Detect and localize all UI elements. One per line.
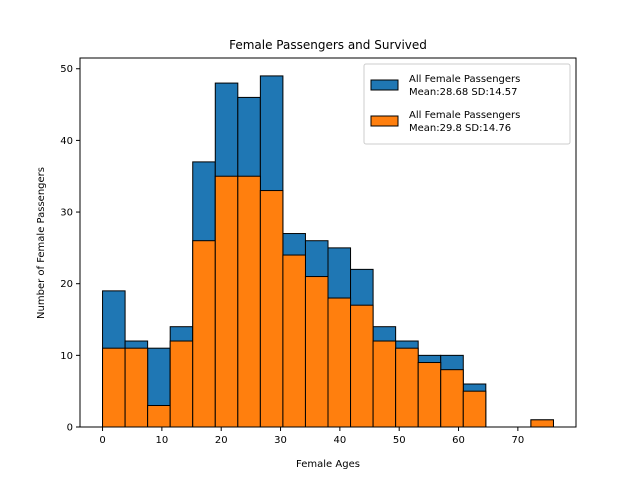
legend-swatch-2 — [370, 115, 399, 127]
plot-frame — [79, 57, 577, 428]
x-tick-label: 20 — [215, 435, 228, 446]
legend-entry-name-1: All Female Passengers — [409, 74, 520, 85]
bar-series2-bin6 — [214, 175, 239, 428]
bar-series2-bin12 — [350, 304, 374, 428]
series-2 — [102, 175, 554, 428]
bar-series2-bin9 — [282, 254, 306, 428]
bar-series2-bin4 — [169, 340, 194, 428]
bar-series2-bin13 — [372, 340, 397, 428]
bar-series2-bin11 — [327, 297, 352, 428]
y-axis: 0 10 20 30 40 50 — [60, 64, 80, 434]
x-tick-label: 30 — [274, 435, 287, 446]
x-tick-label: 50 — [393, 435, 406, 446]
bar-series2-bin16 — [440, 369, 464, 428]
bar-series2-bin5 — [192, 240, 216, 428]
y-tick-label: 50 — [60, 64, 73, 75]
legend-swatch-1 — [370, 79, 399, 91]
x-tick-label: 40 — [333, 435, 346, 446]
y-tick-label: 40 — [60, 136, 73, 147]
legend-box — [363, 63, 571, 145]
bar-series2-bin15 — [417, 362, 442, 428]
x-tick-label: 60 — [452, 435, 465, 446]
bar-series2-bin17 — [462, 390, 487, 428]
bar-series2-bin8 — [259, 190, 284, 428]
bar-series2-bin3 — [147, 405, 171, 428]
y-tick-label: 20 — [60, 279, 73, 290]
legend-entry-stat-2: Mean:29.8 SD:14.76 — [409, 123, 511, 134]
bar-series2-bin20 — [530, 419, 554, 428]
chart-title: Female Passengers and Survived — [229, 38, 427, 52]
x-axis: 0 10 20 30 40 50 60 70 — [99, 427, 524, 446]
y-tick-label: 30 — [60, 208, 73, 219]
x-tick-label: 0 — [99, 435, 105, 446]
bar-series2-bin10 — [304, 276, 329, 428]
x-axis-label: Female Ages — [296, 459, 360, 470]
legend-entry-stat-1: Mean:28.68 SD:14.57 — [409, 87, 517, 98]
y-axis-label: Number of Female Passengers — [36, 167, 47, 319]
bar-series2-bin7 — [237, 175, 261, 428]
legend: All Female Passengers Mean:28.68 SD:14.57… — [363, 63, 571, 145]
legend-entry-name-2: All Female Passengers — [409, 110, 520, 121]
bar-series2-bin2 — [124, 347, 149, 428]
bar-series2-bin14 — [395, 347, 419, 428]
bars-layer — [102, 75, 554, 428]
y-tick-label: 10 — [60, 351, 73, 362]
x-tick-label: 70 — [511, 435, 524, 446]
bar-series2-bin1 — [102, 347, 126, 428]
x-tick-label: 10 — [156, 435, 169, 446]
y-tick-label: 0 — [67, 423, 73, 434]
